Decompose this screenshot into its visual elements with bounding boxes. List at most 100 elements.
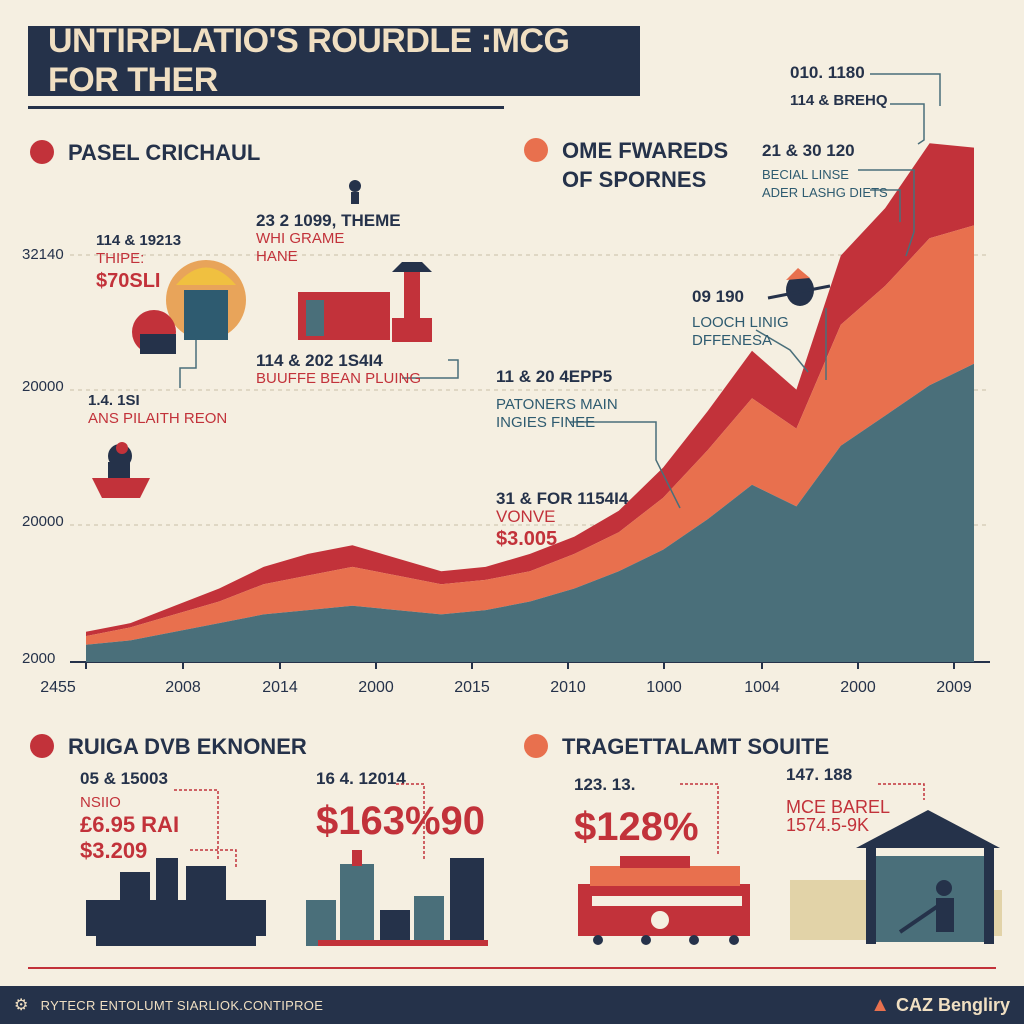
y-tick-label: 20000 <box>22 378 64 395</box>
leader-a8 <box>858 169 915 257</box>
legend-dot-coral <box>524 734 548 758</box>
x-tick-label: 2015 <box>454 679 490 696</box>
annotation-date: 09 190 <box>692 287 744 306</box>
tram-icon <box>578 856 750 945</box>
y-tick-label: 20000 <box>22 513 64 530</box>
bell-figure-icon <box>132 260 246 354</box>
footer-credit: ⚙ RYTECR ENTOLUMT SIARLIOK.CONTIPROE <box>14 995 323 1015</box>
leader-a3 <box>402 359 459 379</box>
footer: ⚙ RYTECR ENTOLUMT SIARLIOK.CONTIPROE ▲ C… <box>0 986 1024 1024</box>
bottom-legend-right: TRAGETTALAMT SOUITE <box>524 732 829 761</box>
x-tick-label: 2455 <box>40 679 76 696</box>
x-tick-label: 2008 <box>165 679 201 696</box>
annotation-text: HANE <box>256 248 298 265</box>
annotation-date: 1.4. 1SI <box>88 392 140 409</box>
legend-series-2: OME FWAREDS OF SPORNES <box>524 136 728 194</box>
annotation-date: 23 2 1099, THEME <box>256 211 401 230</box>
legend-label-2-line1: OME FWAREDS <box>562 138 729 163</box>
annotation-text: VONVE <box>496 507 556 526</box>
annotation-a2: 23 2 1099, THEME WHI GRAME HANE <box>256 212 401 266</box>
panel-value: $128% <box>574 805 699 849</box>
leader-a5 <box>570 421 681 509</box>
x-tick-label: 2000 <box>840 679 876 696</box>
page-title: UNTIRPLATIO'S ROURDLE :MCG FOR THER <box>28 22 640 99</box>
x-tick-label: 2000 <box>358 679 394 696</box>
bottom-legend-left: RUIGA DVB EKNONER <box>30 732 307 761</box>
annotation-date: 31 & FOR 1154I4 <box>496 489 629 508</box>
annotation-value: $3.005 <box>496 528 558 550</box>
title-divider <box>28 106 504 109</box>
panel-leaders <box>174 783 925 868</box>
annotation-a3: 114 & 202 1S4I4 BUUFFE BEAN PLUING <box>256 352 421 388</box>
leader-a8b <box>870 189 901 222</box>
boat-figure-icon <box>92 442 150 498</box>
annotation-text: LOOCH LINIG <box>692 314 789 331</box>
panel-value: £6.95 RAI <box>80 812 180 837</box>
panel-value: $3.209 <box>80 838 148 863</box>
panel-date: 16 4. 12014 <box>316 769 406 788</box>
annotation-a7: 09 190 LOOCH LINIG DFFENESA <box>692 288 789 350</box>
annotation-text: BUUFFE BEAN PLUING <box>256 370 422 387</box>
legend-label-1: PASEL CRICHAUL <box>68 140 261 165</box>
leader-a9 <box>870 73 941 106</box>
footer-text: RYTECR ENTOLUMT SIARLIOK.CONTIPROE <box>40 997 324 1013</box>
chart-areas <box>86 143 974 662</box>
annotation-a5: 11 & 20 4EPP5 PATONERS MAIN INGIES FINEE <box>496 368 618 432</box>
annotation-a4: 1.4. 1SI ANS PILAITH REON <box>88 392 227 428</box>
panel-value: $163%90 <box>316 799 486 843</box>
annotation-leaders <box>179 73 941 509</box>
panel-4-text: 147. 188 MCE BAREL 1574.5-9K <box>786 765 891 835</box>
bottom-legend-label: TRAGETTALAMT SOUITE <box>562 734 830 759</box>
factory-icon <box>298 180 432 342</box>
leader-a9b <box>890 103 925 145</box>
share-icon: ⚙ <box>14 997 29 1014</box>
annotation-a6: 31 & FOR 1154I4 VONVE $3.005 <box>496 490 628 552</box>
annotation-date: 114 & 202 1S4I4 <box>256 351 383 370</box>
legend-label-2: OME FWAREDS OF SPORNES <box>562 136 728 194</box>
brand-name: CAZ Bengliry <box>895 994 1010 1015</box>
x-tick-label: 2014 <box>262 679 298 696</box>
annotation-date: 21 & 30 120 <box>762 141 855 160</box>
annotation-text: WHI GRAME <box>256 230 345 247</box>
bottom-legend-label: RUIGA DVB EKNONER <box>68 734 307 759</box>
panel-date: 147. 188 <box>786 765 853 784</box>
annotation-date: 010. 1180 <box>790 63 865 82</box>
annotation-date: 11 & 20 4EPP5 <box>496 367 613 386</box>
area-series-2 <box>86 225 974 645</box>
annotation-a1: 114 & 19213 THIPE: $70SLI <box>96 232 181 294</box>
legend-dot-coral <box>524 138 548 162</box>
panel-3-text: 123. 13. $128% <box>574 776 699 852</box>
gate-figure-icon <box>790 810 1002 944</box>
legend-series-1: PASEL CRICHAUL <box>30 138 260 167</box>
annotation-text: 114 & BREHQ <box>790 92 888 109</box>
y-tick-label: 2000 <box>22 650 56 667</box>
brand-logo-icon: ▲ <box>870 993 890 1016</box>
x-tick-label: 1004 <box>744 679 780 696</box>
legend-label-2-line2: OF SPORNES <box>562 167 707 192</box>
x-tick-label: 2009 <box>936 679 972 696</box>
area-series-1 <box>86 363 974 662</box>
ship-silhouette-icon <box>86 858 266 946</box>
legend-dot-red <box>30 140 54 164</box>
panel-1-text: 05 & 15003 NSIIO £6.95 RAI $3.209 <box>80 770 179 864</box>
y-tick-label: 32140 <box>22 246 64 263</box>
bottom-illustrations <box>86 783 1002 946</box>
annotation-value: $70SLI <box>96 270 161 292</box>
annotation-text: INGIES FINEE <box>496 414 596 431</box>
annotation-a9: 010. 1180 114 & BREHQ <box>790 64 888 110</box>
footer-brand: ▲ CAZ Bengliry <box>870 994 1010 1017</box>
legend-dot-red <box>30 734 54 758</box>
bird-icon <box>767 268 831 306</box>
panel-text: MCE BAREL <box>786 797 891 817</box>
annotation-text: BECIAL LINSE <box>762 167 849 182</box>
leader-a7 <box>755 329 809 373</box>
annotation-text: DFFENESA <box>692 332 773 349</box>
panel-2-text: 16 4. 12014 $163%90 <box>316 770 485 846</box>
x-axis-ticks <box>85 662 955 669</box>
annotation-text: ANS PILAITH REON <box>88 410 228 427</box>
bottom-divider <box>28 967 996 969</box>
panel-date: 05 & 15003 <box>80 769 168 788</box>
panel-date: 123. 13. <box>574 775 636 794</box>
annotation-date: 114 & 19213 <box>96 232 182 249</box>
